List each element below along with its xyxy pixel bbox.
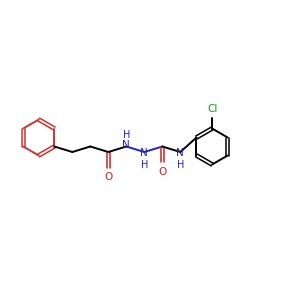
Text: N: N [122,140,130,150]
Text: O: O [158,167,166,176]
Text: H: H [177,160,184,170]
Text: N: N [176,148,184,158]
Text: H: H [123,130,130,140]
Text: Cl: Cl [207,104,217,114]
Text: N: N [140,148,148,158]
Text: O: O [104,172,112,182]
Text: H: H [141,160,148,170]
